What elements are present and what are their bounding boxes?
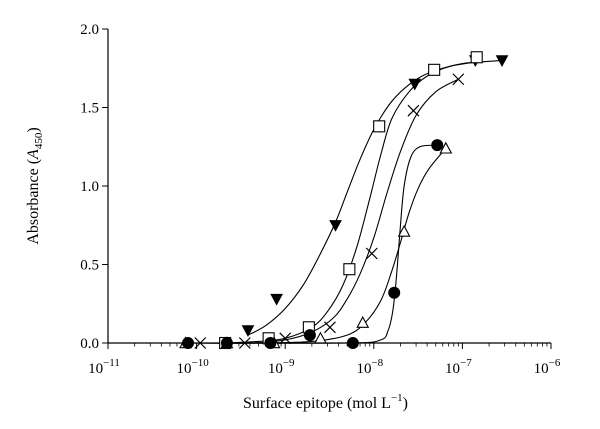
fit-curve-triangle-up-open [185, 147, 447, 344]
data-point-cross [238, 337, 251, 349]
data-point-triangle-up [397, 224, 411, 237]
data-point-square [343, 263, 356, 276]
data-point-circle [264, 337, 277, 349]
cross-stroke [407, 104, 420, 117]
cross-stroke [238, 337, 251, 349]
data-point-circle [303, 329, 316, 342]
data-point-cross [194, 337, 207, 349]
data-point-circle [431, 139, 444, 152]
data-point-cross [324, 321, 336, 334]
fit-curve-triangle-down-filled [247, 59, 503, 336]
cross-stroke [279, 332, 292, 345]
x-axis-title: Surface epitope (mol L−1) [243, 392, 408, 412]
data-point-cross [279, 332, 292, 345]
cross-stroke [194, 337, 207, 349]
y-tick-label: 0.0 [80, 336, 99, 352]
fit-curve-cross [200, 78, 459, 344]
data-point-circle [220, 337, 233, 349]
y-axis-title: Absorbance (A450) [25, 127, 45, 244]
data-point-triangle-down [329, 220, 342, 232]
cross-stroke [324, 321, 336, 334]
data-point-triangle-up [439, 141, 453, 154]
fit-curves [185, 59, 503, 344]
data-point-triangle-down [241, 325, 255, 337]
axes [102, 28, 552, 349]
data-point-square [428, 63, 441, 76]
x-tick-label: 10−11 [88, 357, 120, 377]
data-point-square [470, 51, 483, 64]
data-point-triangle-up [314, 331, 327, 344]
fit-curve-square-open [225, 61, 477, 344]
cross-stroke [452, 73, 465, 86]
data-point-cross [365, 247, 378, 260]
x-tick-label: 10−10 [176, 357, 209, 377]
data-point-circle [182, 337, 195, 349]
data-point-cross [452, 73, 465, 86]
data-point-square [373, 120, 386, 133]
x-tick-label: 10−7 [445, 357, 472, 377]
data-point-circle [346, 337, 359, 349]
data-point-triangle-down [270, 293, 283, 306]
x-tick-label: 10−8 [356, 357, 383, 377]
y-tick-label: 1.0 [80, 179, 99, 195]
x-tick-label: 10−6 [534, 357, 561, 377]
axis-labels: 10−11 10−10 10−9 10−8 10−7 10−6 0.0 0.5 1.0 1.5 2.… [25, 22, 561, 412]
data-markers [179, 51, 509, 350]
y-tick-label: 1.5 [80, 101, 99, 117]
x-tick-label: 10−9 [268, 357, 295, 377]
data-point-triangle-down [408, 78, 422, 91]
data-point-triangle-up [356, 315, 370, 328]
data-point-circle [388, 286, 401, 299]
cross-stroke [365, 247, 378, 260]
data-point-triangle-down [495, 55, 509, 67]
data-point-cross [407, 104, 420, 117]
y-tick-label: 2.0 [80, 22, 99, 38]
y-tick-label: 0.5 [80, 258, 99, 274]
